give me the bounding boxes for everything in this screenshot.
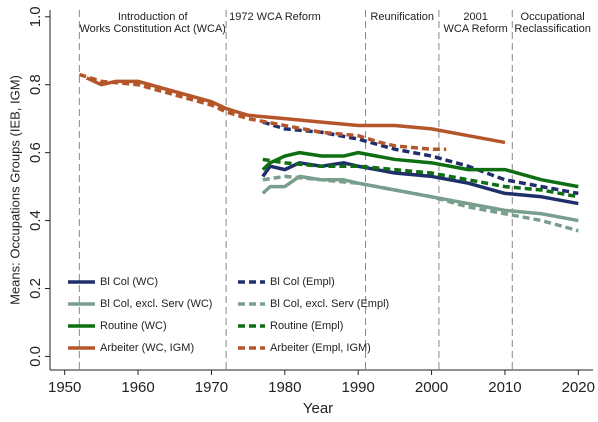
- annotation-text: Works Constitution Act (WCA): [79, 23, 226, 35]
- x-tick-label: 1960: [121, 379, 154, 396]
- x-tick-label: 1980: [268, 379, 301, 396]
- x-tick-label: 2000: [415, 379, 448, 396]
- y-tick-label: 0.6: [27, 142, 44, 163]
- series-line: [262, 174, 579, 233]
- legend-label: Routine (Empl): [270, 320, 343, 332]
- legend-label: Bl Col (WC): [100, 276, 158, 288]
- y-tick-label: 0.4: [27, 210, 44, 231]
- series-line: [262, 120, 579, 196]
- legend-label: Bl Col, excl. Serv (WC): [100, 298, 212, 310]
- legend-label: Routine (WC): [100, 320, 167, 332]
- legend-label: Arbeiter (WC, IGM): [100, 342, 194, 354]
- x-axis-label: Year: [303, 400, 333, 417]
- annotation-text: Occupational: [521, 11, 585, 23]
- annotation-text: Reclassification: [514, 23, 590, 35]
- series-line: [85, 76, 506, 145]
- x-tick-label: 1990: [342, 379, 375, 396]
- annotation-text: Reunification: [370, 11, 434, 23]
- x-tick-label: 1950: [48, 379, 81, 396]
- annotation-text: 2001: [463, 11, 487, 23]
- x-tick-label: 1970: [195, 379, 228, 396]
- y-tick-label: 0.8: [27, 74, 44, 95]
- series-line: [261, 161, 579, 206]
- legend-label: Bl Col (Empl): [270, 276, 335, 288]
- x-tick-label: 2010: [488, 379, 521, 396]
- y-axis-label: Means: Occupations Groups (IEB, IGM): [7, 75, 22, 305]
- y-tick-label: 0.0: [27, 346, 44, 367]
- y-tick-label: 0.2: [27, 278, 44, 299]
- series-line: [78, 72, 447, 151]
- legend-label: Arbeiter (Empl, IGM): [270, 342, 371, 354]
- series-line: [261, 174, 579, 223]
- annotation-text: WCA Reform: [444, 23, 508, 35]
- annotation-text: Introduction of: [118, 11, 189, 23]
- x-tick-label: 2020: [562, 379, 595, 396]
- series-line: [261, 150, 579, 189]
- annotation-text: 1972 WCA Reform: [229, 11, 321, 23]
- legend-label: Bl Col, excl. Serv (Empl): [270, 298, 389, 310]
- y-tick-label: 1.0: [27, 6, 44, 27]
